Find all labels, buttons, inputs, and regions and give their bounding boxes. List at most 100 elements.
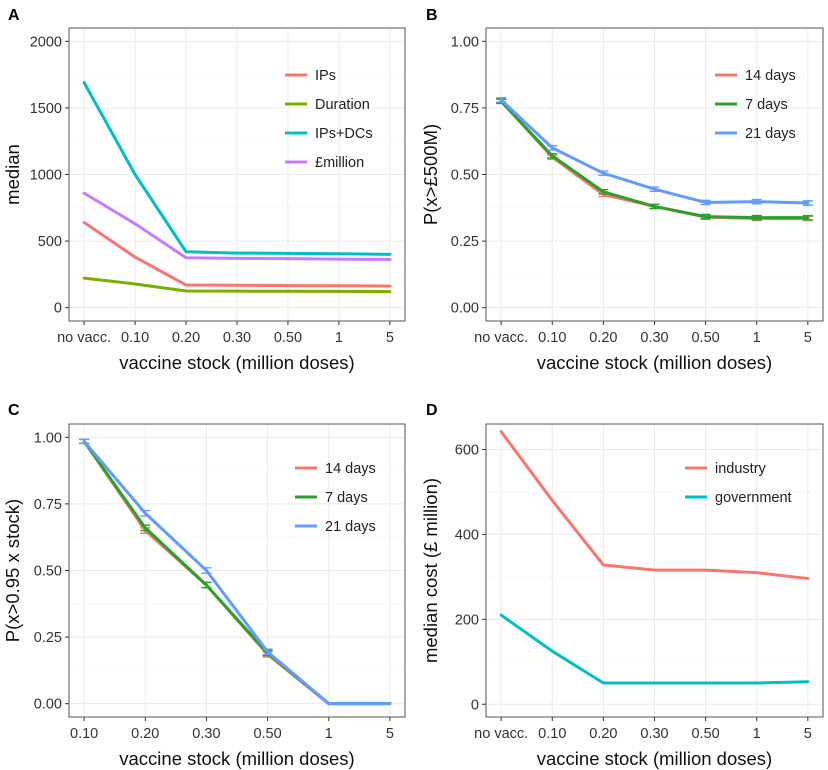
y-tick-label: 500 (38, 234, 62, 250)
x-tick-label: 0.10 (70, 726, 98, 742)
error-bar (802, 214, 813, 221)
error-bar (547, 145, 558, 151)
legend-label: 7 days (325, 490, 368, 506)
legend-label: 14 days (745, 68, 796, 84)
plot-border (68, 423, 406, 718)
y-tick-label: 0.75 (451, 101, 479, 117)
legend-label: 21 days (325, 519, 376, 535)
x-tick-label: 0.20 (589, 726, 617, 742)
legend-label: 7 days (745, 97, 788, 113)
error-bar (649, 186, 660, 192)
error-bar (700, 213, 711, 220)
plot-border (68, 27, 406, 322)
panel-b: 0.00 0.25 0.50 0.75 1.00 no vacc. 0.10 0.20 0.30… (420, 7, 824, 373)
error-bar (598, 170, 609, 176)
x-tick-label: 0.10 (538, 330, 566, 346)
legend-label: 14 days (325, 461, 376, 477)
legend-label: IPs+DCs (315, 126, 373, 142)
x-tick-label: 5 (804, 330, 812, 346)
y-tick-label: 1000 (30, 168, 62, 184)
y-tick-label: 1.00 (34, 430, 62, 446)
y-axis-title: median cost (£ million) (420, 478, 441, 663)
error-bar (201, 567, 212, 574)
x-tick-label: 0.30 (192, 726, 220, 742)
series-line-ips-dcs (82, 81, 392, 256)
y-tick-label: 0.00 (34, 697, 62, 713)
error-bar (79, 438, 90, 445)
x-tick-label: no vacc. (57, 330, 111, 346)
error-bar (751, 214, 762, 221)
panel-d: 0 200 400 600 no vacc. 0.10 0.20 0.30 0.50 1 5 indu… (420, 402, 824, 769)
legend-label: IPs (315, 68, 336, 84)
y-tick-label: 0.25 (451, 234, 479, 250)
legend-label: government (715, 490, 792, 506)
x-tick-label: 1 (325, 726, 333, 742)
y-tick-label: 0.50 (451, 168, 479, 184)
legend-label: industry (715, 461, 767, 477)
x-tick-label: 1 (753, 330, 761, 346)
x-tick-label: 0.50 (691, 330, 719, 346)
x-tick-label: 0.30 (640, 330, 668, 346)
plot-border (485, 423, 824, 718)
y-tick-label: 1500 (30, 101, 62, 117)
panel-label: C (8, 402, 20, 419)
x-tick-label: no vacc. (474, 726, 528, 742)
x-tick-label: 0.20 (589, 330, 617, 346)
x-tick-label: 0.10 (538, 726, 566, 742)
series-line--million (82, 191, 392, 261)
x-axis-title: vaccine stock (million doses) (537, 748, 772, 769)
x-tick-label: 0.50 (253, 726, 281, 742)
error-bar (802, 200, 813, 206)
error-bar (598, 188, 609, 195)
y-tick-label: 0.75 (34, 497, 62, 513)
error-bar (700, 199, 711, 206)
series-line-industry (499, 430, 810, 581)
y-axis-title: P(x>0.95 x stock) (2, 499, 23, 642)
error-bar (649, 203, 660, 210)
x-tick-label: 0.20 (172, 330, 200, 346)
panel-label: D (426, 402, 438, 419)
x-axis-title: vaccine stock (million doses) (537, 352, 772, 373)
panel-label: A (8, 7, 20, 24)
error-bar (201, 581, 212, 589)
error-bar (751, 198, 762, 205)
error-bar (496, 97, 507, 103)
y-tick-label: 200 (455, 612, 479, 628)
x-tick-label: 5 (804, 726, 812, 742)
x-tick-label: 1 (335, 330, 343, 346)
error-bar (262, 648, 273, 656)
y-tick-label: 600 (455, 442, 479, 458)
panel-c: 0.00 0.25 0.50 0.75 1.00 0.10 0.20 0.30 0.50 1 5 14… (2, 402, 406, 769)
legend-label: 21 days (745, 126, 796, 142)
legend-label: Duration (315, 97, 370, 113)
x-axis-title: vaccine stock (million doses) (119, 748, 354, 769)
legend-label: £million (315, 155, 364, 171)
y-tick-label: 400 (455, 527, 479, 543)
y-tick-label: 0 (54, 301, 62, 317)
x-tick-label: 5 (386, 330, 394, 346)
series-line-duration (82, 276, 392, 294)
x-tick-label: 0.30 (640, 726, 668, 742)
error-bar (140, 509, 151, 517)
error-bar (140, 524, 151, 532)
error-bar (547, 153, 558, 159)
x-tick-label: 0.30 (223, 330, 251, 346)
y-tick-label: 0.25 (34, 630, 62, 646)
y-tick-label: 0.50 (34, 564, 62, 580)
y-tick-label: 0.00 (451, 301, 479, 317)
x-tick-label: 0.50 (691, 726, 719, 742)
y-tick-label: 2000 (30, 34, 62, 50)
plot-border (485, 27, 824, 322)
series-line-21-days (82, 439, 392, 706)
panel-a: 0 500 1000 1500 2000 no vacc. 0.10 0.20 0.30 0.50… (2, 7, 406, 373)
x-tick-label: 0.50 (274, 330, 302, 346)
y-axis-title: median (2, 144, 23, 205)
x-tick-label: 0.10 (121, 330, 149, 346)
x-axis-title: vaccine stock (million doses) (119, 352, 354, 373)
y-tick-label: 1.00 (451, 34, 479, 50)
x-tick-label: 0.20 (131, 726, 159, 742)
y-tick-label: 0 (471, 697, 479, 713)
x-tick-label: 5 (386, 726, 394, 742)
x-tick-label: 1 (753, 726, 761, 742)
